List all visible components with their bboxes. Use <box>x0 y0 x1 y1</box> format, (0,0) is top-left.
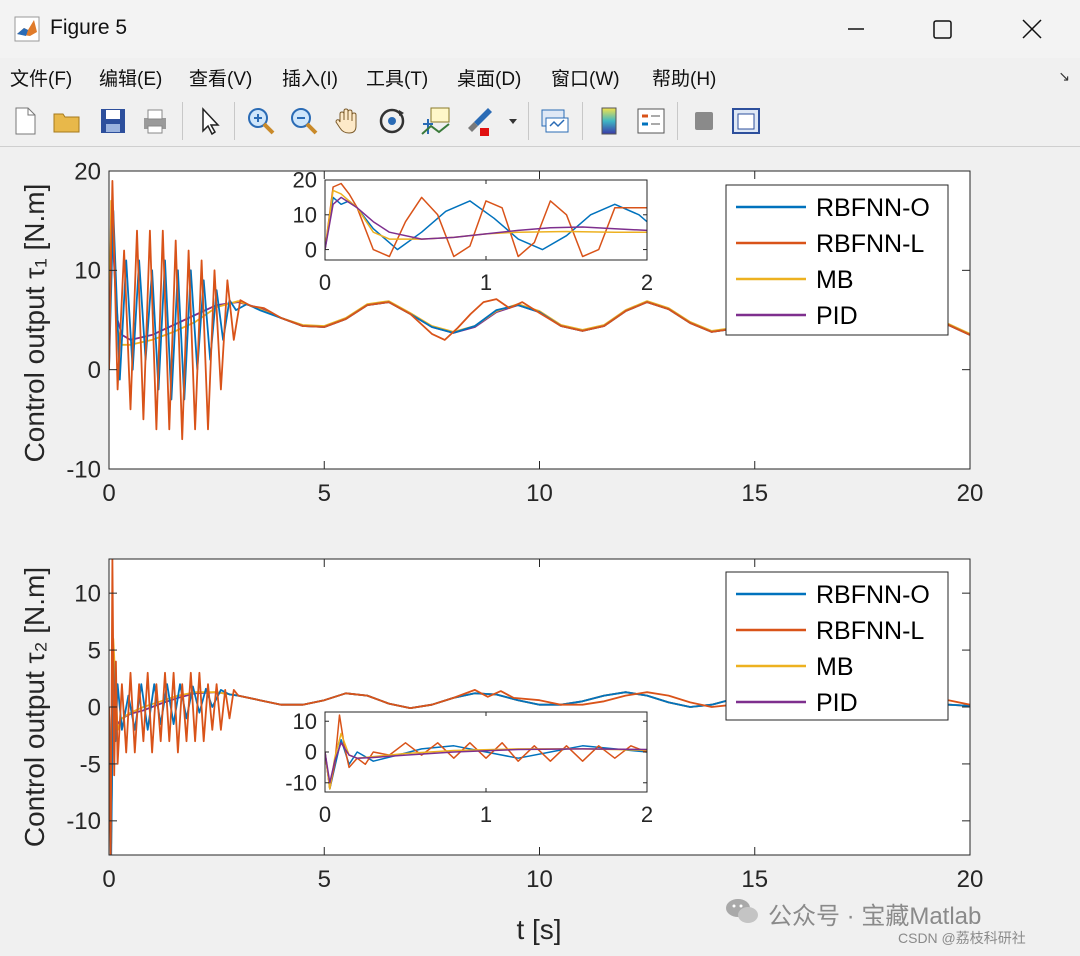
figure-toolbar <box>0 96 1080 147</box>
legend-label: RBFNN-O <box>816 581 930 609</box>
y-axis-label: Control output τ₁ [N.m] <box>19 184 50 463</box>
menu-file[interactable]: 文件(F) <box>10 69 73 90</box>
series-line-pid <box>325 742 647 784</box>
x-tick-label: 15 <box>741 480 768 507</box>
pointer-icon[interactable] <box>192 104 226 138</box>
wechat-icon <box>726 899 758 923</box>
y-tick-label: 20 <box>293 168 317 193</box>
x-tick-label: 2 <box>641 802 653 827</box>
menu-insert[interactable]: 插入(I) <box>282 69 338 90</box>
legend-label: RBFNN-L <box>816 617 924 645</box>
watermark-text: 公众号 · 宝藏Matlab <box>768 903 982 930</box>
x-tick-label: 20 <box>957 480 984 507</box>
brush-dropdown-icon[interactable] <box>504 104 522 138</box>
legend-label: MB <box>816 653 854 681</box>
y-tick-label: 20 <box>74 158 101 185</box>
x-tick-label: 1 <box>480 802 492 827</box>
link-plot-icon[interactable] <box>538 104 572 138</box>
pan-icon[interactable] <box>331 104 365 138</box>
y-tick-label: 0 <box>88 694 101 721</box>
maximize-button[interactable] <box>913 10 973 48</box>
show-plot-tools-icon[interactable] <box>729 104 763 138</box>
series-group <box>325 182 647 258</box>
zoom-in-icon[interactable] <box>244 104 278 138</box>
x-tick-label: 10 <box>526 480 553 507</box>
print-icon[interactable] <box>138 104 172 138</box>
legend-label: MB <box>816 266 854 294</box>
data-cursor-icon[interactable] <box>419 104 453 138</box>
legend-label: PID <box>816 689 858 717</box>
dock-arrow-icon[interactable]: ↘ <box>1058 68 1070 84</box>
toolbar-separator <box>234 102 235 140</box>
y-tick-label: -10 <box>66 808 101 835</box>
x-tick-label: 20 <box>957 866 984 893</box>
menu-bar: 文件(F) 编辑(E) 查看(V) 插入(I) 工具(T) 桌面(D) 窗口(W… <box>0 58 1080 96</box>
save-icon[interactable] <box>96 104 130 138</box>
hide-plot-tools-icon[interactable] <box>687 104 721 138</box>
toolbar-separator <box>582 102 583 140</box>
y-tick-label: 10 <box>74 581 101 608</box>
x-axis-label: t [s] <box>516 914 561 945</box>
x-tick-label: 0 <box>319 802 331 827</box>
x-tick-label: 10 <box>526 866 553 893</box>
menu-edit[interactable]: 编辑(E) <box>99 69 163 90</box>
y-tick-label: -10 <box>66 456 101 483</box>
watermark-subtext: CSDN @荔枝科研社 <box>898 930 1026 946</box>
toolbar-separator <box>528 102 529 140</box>
y-tick-label: 0 <box>88 357 101 384</box>
legend-label: RBFNN-L <box>816 230 924 258</box>
y-tick-label: 10 <box>74 258 101 285</box>
x-tick-label: 5 <box>318 480 331 507</box>
brush-icon[interactable] <box>462 104 496 138</box>
series-line-pid <box>325 196 647 250</box>
x-tick-label: 15 <box>741 866 768 893</box>
series-line-mb <box>325 189 647 250</box>
rotate-3d-icon[interactable] <box>375 104 409 138</box>
y-tick-label: 0 <box>305 237 317 262</box>
x-tick-label: 0 <box>102 866 115 893</box>
menu-desktop[interactable]: 桌面(D) <box>457 69 522 90</box>
legend-box <box>725 571 949 721</box>
y-tick-label: -5 <box>80 751 101 778</box>
y-tick-label: 10 <box>293 709 317 734</box>
toolbar-separator <box>182 102 183 140</box>
window-title: Figure 5 <box>50 16 128 39</box>
legend-label: RBFNN-O <box>816 194 930 222</box>
series-line-rbfnn-l <box>325 182 647 258</box>
menu-tools[interactable]: 工具(T) <box>366 69 429 90</box>
legend-icon[interactable] <box>634 104 668 138</box>
x-tick-label: 0 <box>102 480 115 507</box>
legend: RBFNN-O RBFNN-L MB PID <box>725 184 949 336</box>
colorbar-icon[interactable] <box>592 104 626 138</box>
plot-area <box>325 180 647 260</box>
y-tick-label: 0 <box>305 740 317 765</box>
close-button[interactable] <box>1002 10 1062 48</box>
x-tick-label: 1 <box>480 270 492 295</box>
menu-window[interactable]: 窗口(W) <box>551 69 620 90</box>
series-group <box>325 714 647 790</box>
matlab-icon <box>14 16 40 42</box>
legend-label: PID <box>816 302 858 330</box>
y-tick-label: 10 <box>293 202 317 227</box>
zoom-out-icon[interactable] <box>287 104 321 138</box>
toolbar-separator <box>677 102 678 140</box>
new-figure-icon[interactable] <box>8 104 42 138</box>
open-file-icon[interactable] <box>50 104 84 138</box>
x-tick-label: 5 <box>318 866 331 893</box>
legend: RBFNN-O RBFNN-L MB PID <box>725 571 949 721</box>
x-tick-label: 2 <box>641 270 653 295</box>
y-tick-label: -10 <box>285 770 317 795</box>
x-tick-label: 0 <box>319 270 331 295</box>
title-bar: Figure 5 <box>0 0 1080 59</box>
minimize-button[interactable] <box>826 10 886 48</box>
y-axis-label: Control output τ₂ [N.m] <box>19 567 50 847</box>
y-tick-label: 5 <box>88 637 101 664</box>
legend-box <box>725 184 949 336</box>
menu-view[interactable]: 查看(V) <box>189 69 253 90</box>
menu-help[interactable]: 帮助(H) <box>652 69 717 90</box>
